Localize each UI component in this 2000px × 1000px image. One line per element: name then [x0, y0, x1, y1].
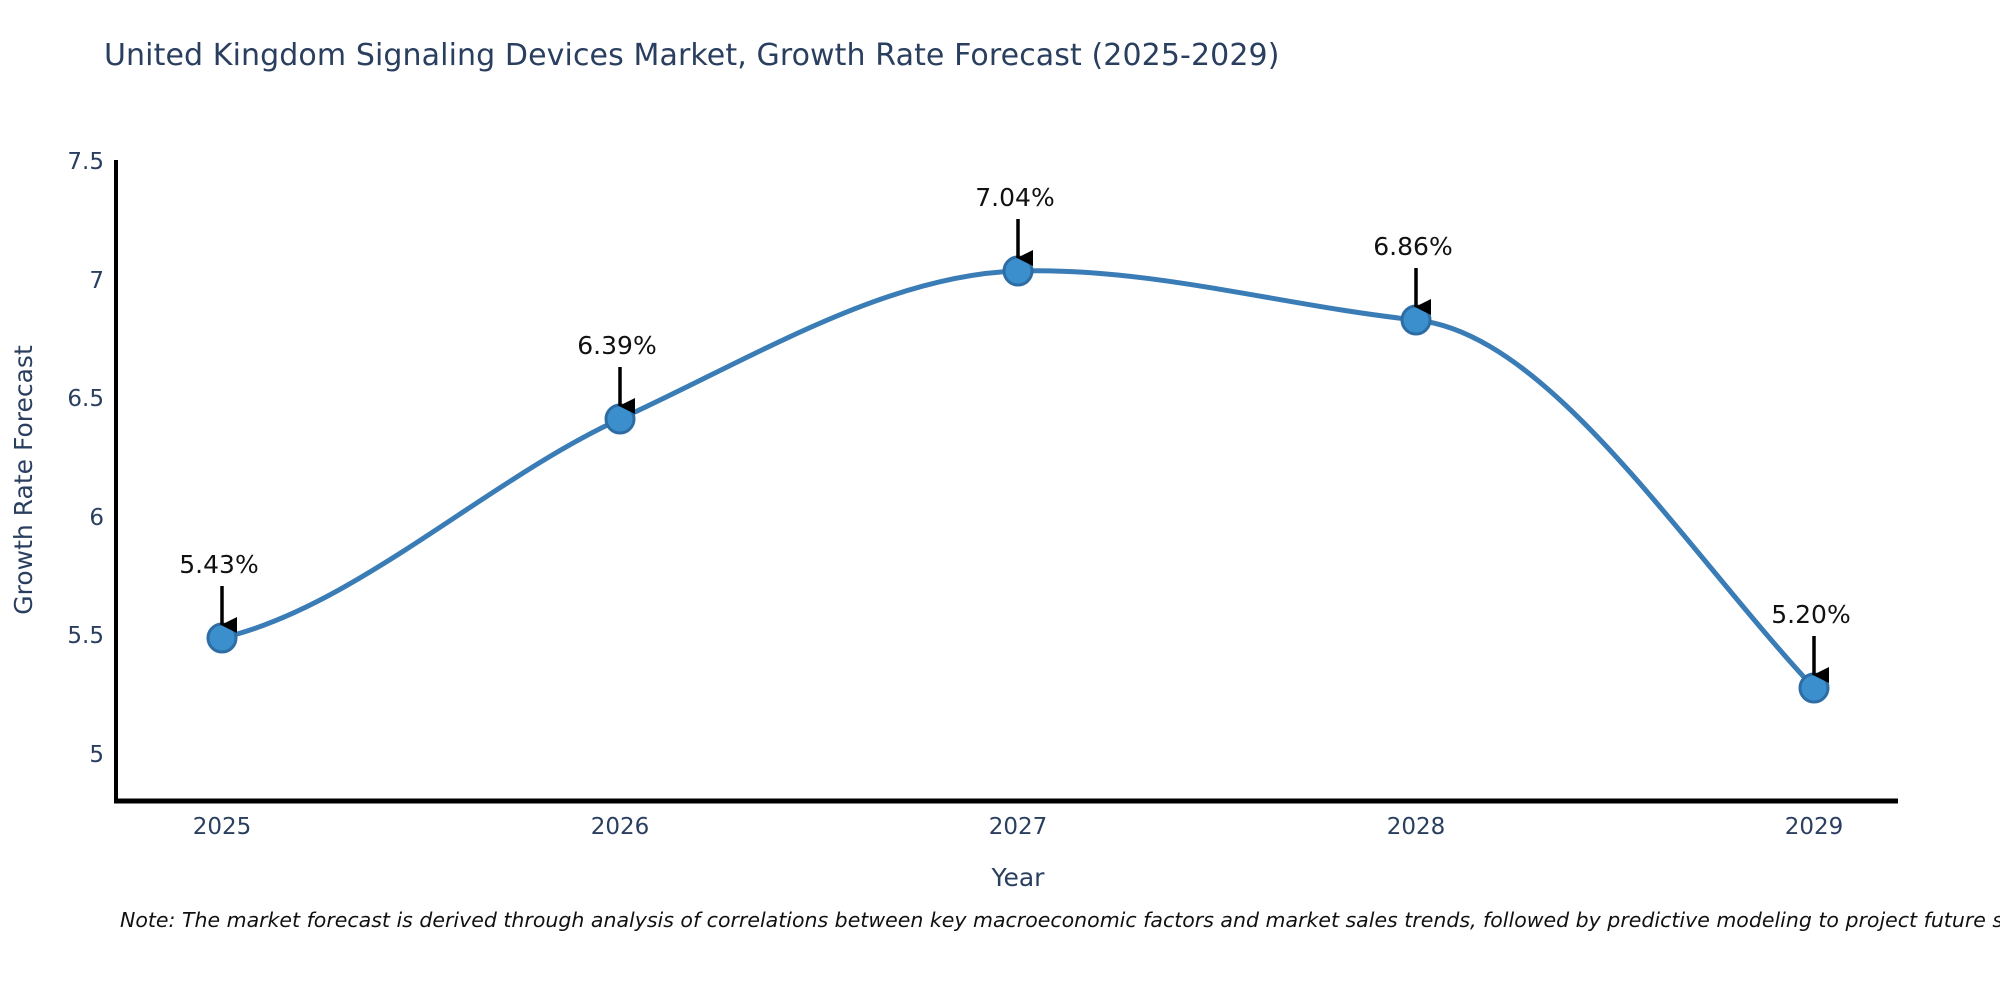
y-tick-label: 5 — [89, 742, 104, 768]
x-tick-label: 2025 — [193, 814, 252, 840]
annotation-arrows — [220, 219, 1830, 684]
data-point-label: 6.39% — [577, 331, 656, 360]
y-axis-ticks: 7.5 7 6.5 6 5.5 5 — [67, 149, 104, 768]
x-tick-label: 2028 — [1387, 814, 1446, 840]
data-point-marker[interactable] — [1002, 255, 1034, 287]
data-point-label: 6.86% — [1373, 232, 1452, 261]
y-tick-label: 7 — [89, 268, 104, 294]
x-tick-label: 2026 — [591, 814, 650, 840]
data-point-marker[interactable] — [206, 622, 238, 654]
y-axis-title: Growth Rate Forecast — [9, 345, 38, 615]
data-point-marker[interactable] — [1400, 304, 1432, 336]
page-title: United Kingdom Signaling Devices Market,… — [104, 38, 1280, 73]
x-tick-label: 2027 — [989, 814, 1048, 840]
data-point-marker[interactable] — [604, 403, 636, 435]
data-point-label: 5.20% — [1771, 600, 1850, 629]
data-point-marker[interactable] — [1798, 672, 1830, 704]
y-tick-label: 6 — [89, 505, 104, 531]
data-series-line — [219, 268, 1817, 691]
chart-footnote: Note: The market forecast is derived thr… — [120, 908, 2000, 932]
x-tick-label: 2029 — [1785, 814, 1844, 840]
annotation-labels: 5.43% 6.39% 7.04% 6.86% 5.20% — [179, 183, 1850, 629]
y-tick-label: 6.5 — [67, 386, 104, 412]
data-point-markers — [206, 255, 1830, 704]
y-tick-label: 7.5 — [67, 149, 104, 175]
x-axis-ticks: 2025 2026 2027 2028 2029 — [193, 814, 1844, 840]
x-axis-title: Year — [991, 863, 1046, 892]
data-point-label: 5.43% — [179, 550, 258, 579]
y-tick-label: 5.5 — [67, 623, 104, 649]
data-point-label: 7.04% — [975, 183, 1054, 212]
